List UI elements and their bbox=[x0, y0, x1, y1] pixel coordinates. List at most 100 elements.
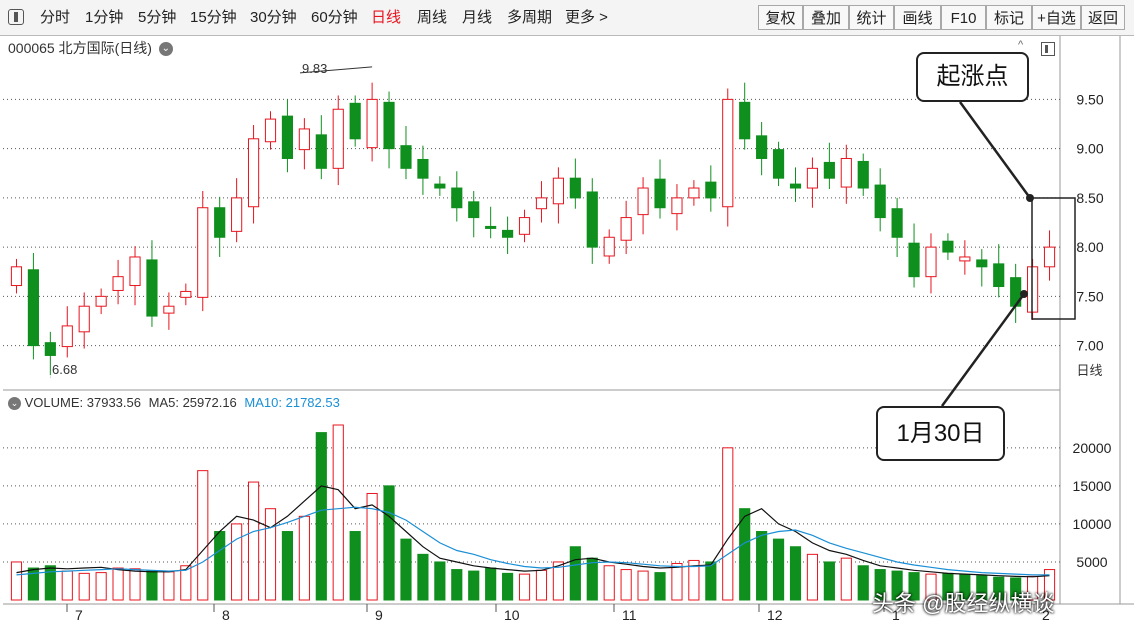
candle-body bbox=[925, 246, 937, 278]
tab-7[interactable]: 周线 bbox=[417, 9, 448, 26]
rise-point-text: 起涨点 bbox=[936, 63, 1009, 90]
candle-body bbox=[214, 207, 226, 238]
x-tick-label: 7 bbox=[75, 607, 83, 623]
volume-bar bbox=[298, 515, 310, 601]
volume-bar bbox=[654, 572, 666, 601]
volume-bar bbox=[772, 538, 785, 601]
candle-body bbox=[722, 98, 734, 208]
candle-body bbox=[366, 98, 378, 149]
candle-body bbox=[959, 256, 971, 262]
x-tick-label: 8 bbox=[222, 607, 230, 623]
toolbar-button-3[interactable]: 画线 bbox=[894, 5, 941, 30]
ma10-line bbox=[16, 506, 1050, 576]
volume-bar bbox=[400, 538, 412, 601]
candle-body bbox=[637, 187, 649, 216]
tab-2[interactable]: 5分钟 bbox=[138, 9, 177, 26]
tab-3[interactable]: 15分钟 bbox=[190, 9, 237, 26]
candle-body bbox=[61, 325, 73, 348]
volume-bar bbox=[569, 546, 581, 601]
low-label: 6.68 bbox=[52, 362, 78, 377]
candle-body bbox=[298, 128, 310, 151]
candle-body bbox=[806, 167, 819, 189]
chevron-down-icon[interactable]: ⌄ bbox=[158, 42, 173, 57]
candle-body bbox=[27, 269, 39, 347]
toolbar-button-7[interactable]: 返回 bbox=[1081, 5, 1125, 30]
volume-tick-label: 20000 bbox=[1073, 440, 1112, 456]
date-dot bbox=[1020, 290, 1028, 298]
volume-bar bbox=[823, 561, 835, 601]
volume-bar bbox=[789, 546, 802, 601]
candle-body bbox=[705, 181, 717, 199]
candle-body bbox=[332, 108, 344, 169]
toolbar-button-4[interactable]: F10 bbox=[941, 5, 986, 30]
volume-bar bbox=[705, 561, 717, 601]
collapse-icon[interactable]: ⌄ bbox=[8, 397, 21, 411]
candle-body bbox=[671, 197, 683, 215]
volume-bar bbox=[756, 531, 768, 601]
volume-bar bbox=[620, 569, 632, 601]
volume-bar bbox=[806, 553, 819, 601]
ma5-line bbox=[16, 485, 1050, 578]
volume-bar bbox=[840, 557, 852, 601]
candle-body bbox=[281, 115, 294, 159]
watermark: 头条 @股经纵横谈 bbox=[872, 586, 1054, 618]
settings-icon[interactable] bbox=[1041, 42, 1055, 56]
tab-9[interactable]: 多周期 bbox=[507, 9, 553, 26]
rise-point-callout: 起涨点 bbox=[916, 52, 1029, 102]
tab-0[interactable]: 分时 bbox=[40, 9, 71, 26]
candle-body bbox=[264, 118, 277, 143]
volume-bar bbox=[722, 447, 734, 601]
candle-body bbox=[942, 240, 954, 253]
tab-4[interactable]: 30分钟 bbox=[250, 9, 297, 26]
period-toolbar: 分时 1分钟 5分钟 15分钟 30分钟 60分钟 日线 周线 月线 多周期 更多 > 复权 叠加 统计… bbox=[0, 0, 1134, 36]
candle-body bbox=[874, 184, 886, 219]
candle-body bbox=[772, 149, 785, 179]
price-tick-label: 7.50 bbox=[1076, 288, 1103, 304]
date-callout: 1月30日 bbox=[876, 406, 1005, 461]
volume-bar bbox=[349, 531, 361, 601]
volume-bar bbox=[163, 571, 175, 601]
volume-bar bbox=[214, 531, 226, 601]
price-tick-label: 7.00 bbox=[1076, 338, 1103, 354]
toolbar-button-5[interactable]: 标记 bbox=[986, 5, 1032, 30]
candle-body bbox=[315, 134, 327, 169]
candle-body bbox=[112, 276, 124, 291]
stock-title: 000065 北方国际(日线) ⌄ bbox=[8, 38, 173, 58]
toolbar-button-2[interactable]: 统计 bbox=[849, 5, 894, 30]
tab-5[interactable]: 60分钟 bbox=[311, 9, 358, 26]
volume-bar bbox=[78, 572, 90, 601]
volume-bar bbox=[603, 565, 615, 601]
toolbar-button-0[interactable]: 复权 bbox=[758, 5, 803, 30]
volume-bar bbox=[485, 567, 497, 601]
scroll-up-icon[interactable]: ^ bbox=[1018, 39, 1024, 51]
candle-body bbox=[502, 229, 514, 238]
tab-8[interactable]: 月线 bbox=[462, 9, 493, 26]
volume-bar bbox=[688, 559, 700, 601]
toolbar-button-1[interactable]: 叠加 bbox=[803, 5, 849, 30]
tab-6[interactable]: 日线 bbox=[371, 9, 402, 26]
volume-bar bbox=[383, 485, 395, 601]
volume-bar bbox=[10, 561, 23, 601]
volume-bar bbox=[671, 562, 683, 601]
tab-1[interactable]: 1分钟 bbox=[85, 9, 124, 26]
volume-bar bbox=[129, 568, 141, 601]
tab-10[interactable]: 更多 > bbox=[565, 9, 608, 26]
candle-body bbox=[163, 305, 175, 314]
panel-toggle-icon[interactable] bbox=[8, 9, 24, 25]
high-label: 9.83 bbox=[302, 61, 328, 76]
candle-body bbox=[654, 178, 666, 209]
volume-bar bbox=[247, 481, 260, 601]
volume-bar bbox=[27, 567, 39, 601]
candle-body bbox=[231, 197, 243, 232]
toolbar-button-6[interactable]: +自选 bbox=[1032, 5, 1081, 30]
candle-body bbox=[400, 145, 412, 169]
volume-bar bbox=[95, 572, 107, 601]
volume-bar bbox=[637, 570, 649, 601]
rise-zone-box bbox=[1031, 197, 1076, 320]
candle-body bbox=[468, 201, 480, 219]
volume-tick-label: 15000 bbox=[1073, 478, 1112, 494]
candle-body bbox=[434, 183, 446, 189]
candle-body bbox=[247, 138, 260, 208]
volume-bar bbox=[468, 570, 480, 601]
candle-body bbox=[1027, 266, 1039, 313]
